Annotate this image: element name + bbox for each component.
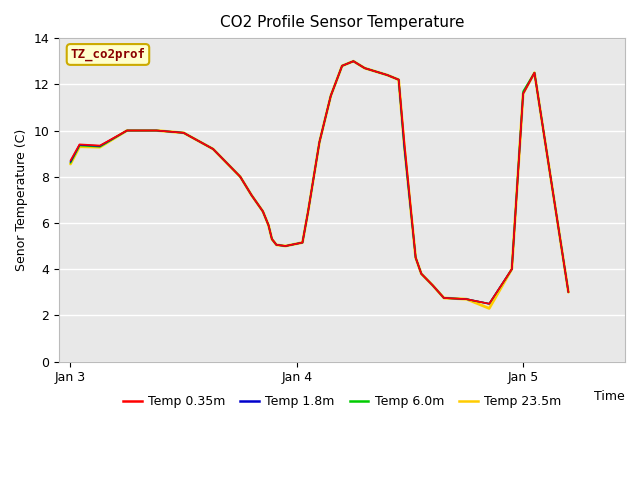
X-axis label: Time: Time (595, 390, 625, 403)
Legend: Temp 0.35m, Temp 1.8m, Temp 6.0m, Temp 23.5m: Temp 0.35m, Temp 1.8m, Temp 6.0m, Temp 2… (118, 391, 566, 413)
Text: TZ_co2prof: TZ_co2prof (70, 48, 145, 61)
Y-axis label: Senor Temperature (C): Senor Temperature (C) (15, 129, 28, 271)
Title: CO2 Profile Sensor Temperature: CO2 Profile Sensor Temperature (220, 15, 465, 30)
